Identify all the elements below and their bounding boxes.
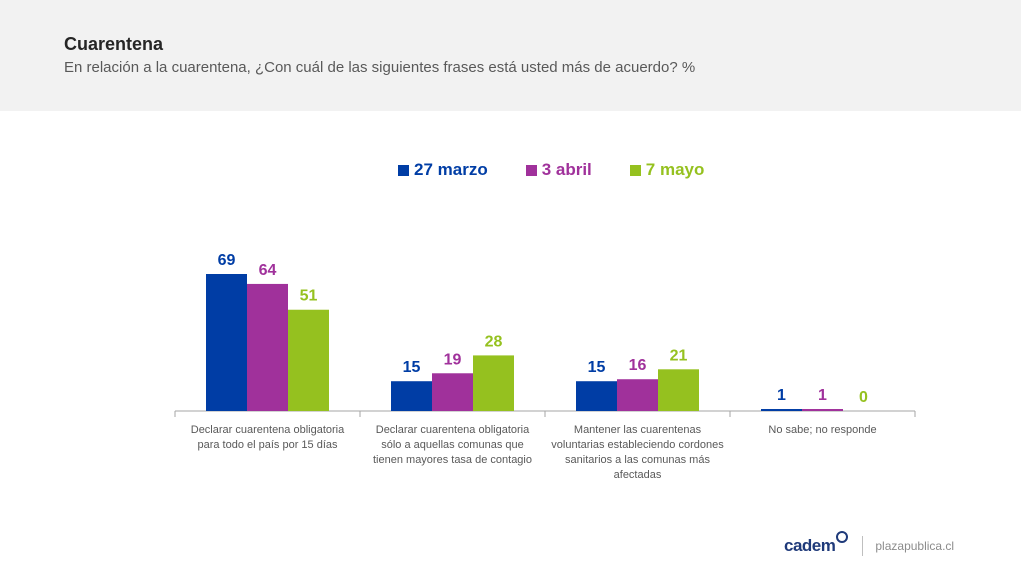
- page-subtitle: En relación a la cuarentena, ¿Con cuál d…: [64, 59, 696, 76]
- category-label: sanitarios a las comunas más: [565, 454, 710, 466]
- category-label: Declarar cuarentena obligatoria: [376, 424, 530, 436]
- bar: [576, 381, 617, 411]
- legend-label-7-mayo: 7 mayo: [645, 160, 705, 179]
- bar-value-label: 16: [629, 357, 647, 374]
- bar: [658, 369, 699, 411]
- category-label: sólo a aquellas comunas que: [381, 439, 523, 451]
- bar-value-label: 1: [818, 387, 827, 404]
- legend-label-27-marzo: 27 marzo: [414, 160, 488, 179]
- legend-label-3-abril: 3 abril: [541, 160, 592, 179]
- bar: [288, 309, 329, 411]
- footer: cadem plazapublica.cl: [784, 531, 955, 556]
- category-label: para todo el país por 15 días: [197, 439, 338, 451]
- bar-value-label: 69: [218, 252, 236, 269]
- footer-divider: [862, 536, 864, 556]
- footer-site: plazapublica.cl: [875, 539, 955, 553]
- bar: [247, 283, 288, 411]
- legend-swatch-3-abril: [525, 164, 537, 176]
- legend-item-3-abril: 3 abril: [525, 160, 592, 180]
- category-label: afectadas: [614, 469, 662, 481]
- bar: [391, 381, 432, 411]
- category-label: tienen mayores tasa de contagio: [373, 454, 532, 466]
- bar: [802, 409, 843, 411]
- category-label: Mantener las cuarentenas: [574, 424, 702, 436]
- category-label: Declarar cuarentena obligatoria: [191, 424, 345, 436]
- bar: [206, 274, 247, 411]
- bar-value-label: 1: [777, 387, 786, 404]
- header-band: Cuarentena En relación a la cuarentena, …: [0, 0, 1021, 111]
- bar: [432, 373, 473, 411]
- bar-value-label: 15: [588, 359, 606, 376]
- bar-value-label: 0: [859, 389, 868, 406]
- legend-swatch-27-marzo: [398, 164, 409, 176]
- bar-value-label: 21: [670, 347, 688, 364]
- bar-value-label: 28: [485, 333, 503, 350]
- bar-value-label: 19: [444, 351, 462, 368]
- legend-item-27-marzo: 27 marzo: [398, 160, 488, 180]
- logo-dot-icon: [836, 531, 849, 543]
- bar: [761, 409, 802, 411]
- bar-value-label: 64: [259, 262, 277, 279]
- bar: [473, 355, 514, 411]
- cadem-logo: cadem: [784, 531, 849, 556]
- legend-item-7-mayo: 7 mayo: [629, 160, 705, 180]
- page-title: Cuarentena: [64, 34, 164, 54]
- legend-swatch-7-mayo: [629, 164, 641, 176]
- bar: [617, 379, 658, 411]
- chart-legend: 27 marzo 3 abril 7 mayo: [398, 160, 704, 180]
- bar-value-label: 51: [300, 288, 318, 305]
- bar-value-label: 15: [403, 359, 421, 376]
- category-label: No sabe; no responde: [768, 424, 876, 436]
- category-label: voluntarias estableciendo cordones: [551, 439, 724, 451]
